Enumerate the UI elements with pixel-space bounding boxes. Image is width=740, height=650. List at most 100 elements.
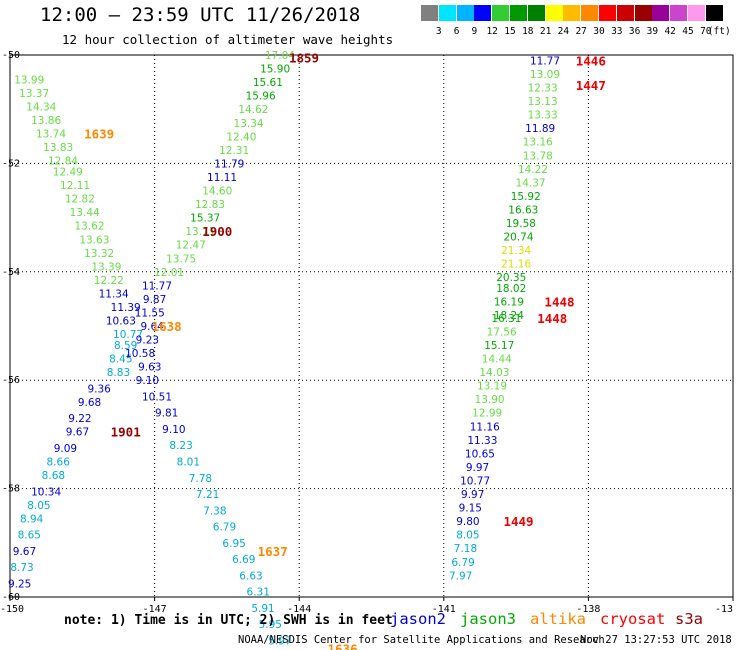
axis-layer: -150 -147 -144 -141 -138 -13 -50 -52 -54 -56 -58 -6… <box>0 50 734 615</box>
color-swatch <box>670 5 688 21</box>
wave-height-label: 5.95 <box>259 619 282 631</box>
wave-height-label: 10.34 <box>31 486 61 498</box>
time-label: 1447 <box>576 78 606 93</box>
page-title: 12:00 — 23:59 UTC 11/26/2018 <box>40 4 361 26</box>
wave-height-label: 18.02 <box>496 283 526 295</box>
wave-height-label: 11.77 <box>530 55 560 67</box>
wave-height-label: 9.15 <box>459 503 482 515</box>
wave-height-label: 8.65 <box>18 530 41 542</box>
wave-height-label: 15.17 <box>484 340 514 352</box>
wave-height-label: 13.83 <box>43 142 73 154</box>
x-tick-label: -138 <box>576 604 600 615</box>
wave-height-label: 13.44 <box>70 207 100 219</box>
time-label: 1449 <box>503 514 533 529</box>
color-swatch <box>492 5 510 21</box>
time-label: 1448 <box>537 311 567 326</box>
wave-height-label: 6.95 <box>222 538 245 550</box>
wave-height-label: 14.37 <box>516 177 546 189</box>
color-scale-label: 18 <box>522 26 534 37</box>
wave-height-label: 8.01 <box>177 457 200 469</box>
wave-height-label: 15.92 <box>511 191 541 203</box>
wave-height-label: 12.01 <box>154 267 184 279</box>
wave-height-label: 14.34 <box>26 101 56 113</box>
wave-height-label: 13.16 <box>523 137 553 149</box>
color-swatch <box>527 5 545 21</box>
wave-height-label: 19.58 <box>506 218 536 230</box>
y-tick-label: -56 <box>2 375 20 386</box>
wave-height-label: 15.96 <box>246 91 276 103</box>
satellite-legend-cryosat: cryosat <box>600 610 666 628</box>
wave-height-label: 12.82 <box>65 194 95 206</box>
color-scale-label: 70 <box>700 26 712 37</box>
wave-height-label: 13.19 <box>477 381 507 393</box>
wave-height-label: 14.03 <box>479 367 509 379</box>
wave-height-label: 12.83 <box>195 199 225 211</box>
color-scale-label: 9 <box>471 26 478 37</box>
color-scale-label: 36 <box>628 26 641 37</box>
wave-height-label: 9.25 <box>8 578 31 590</box>
wave-height-label: 6.79 <box>451 557 474 569</box>
wave-height-label: 9.81 <box>155 408 178 420</box>
x-tick-label: -141 <box>432 604 456 615</box>
color-swatch <box>474 5 492 21</box>
time-label: 1637 <box>258 544 288 559</box>
color-scale-label: 27 <box>575 26 587 37</box>
wave-height-label: 7.78 <box>189 473 212 485</box>
color-swatch <box>581 5 599 21</box>
y-tick-label: -54 <box>2 267 20 278</box>
wave-height-label: 15.61 <box>253 77 283 89</box>
wave-height-label: 16.63 <box>508 204 538 216</box>
color-scale-label: 6 <box>453 26 460 37</box>
color-scale-label: 39 <box>646 26 659 37</box>
wave-height-label: 13.39 <box>91 261 121 273</box>
wave-height-label: 9.63 <box>138 362 161 374</box>
wave-height-label: 18.24 <box>494 310 524 322</box>
wave-height-label: 14.22 <box>518 164 548 176</box>
wave-height-label: 12.47 <box>176 240 206 252</box>
color-scale-label: 24 <box>557 26 570 37</box>
time-label: 1638 <box>152 319 182 334</box>
wave-height-label: 8.23 <box>169 440 192 452</box>
wave-height-label: 8.59 <box>114 340 137 352</box>
color-swatch <box>688 5 705 21</box>
wave-height-label: 9.10 <box>162 424 185 436</box>
time-label: 1636 <box>328 641 358 650</box>
time-label: 1900 <box>202 224 232 239</box>
wave-height-label: 21.34 <box>501 245 531 257</box>
wave-height-label: 8.05 <box>456 530 479 542</box>
satellite-legend-altika: altika <box>530 610 586 628</box>
wave-height-label: 11.79 <box>214 158 244 170</box>
wave-height-label: 9.68 <box>78 397 101 409</box>
wave-height-label: 10.58 <box>125 348 155 360</box>
wave-height-label: 14.60 <box>202 186 232 198</box>
wave-height-label: 6.69 <box>232 554 255 566</box>
wave-height-label: 20.74 <box>503 232 533 244</box>
wave-height-label: 14.44 <box>482 354 512 366</box>
time-label: 1859 <box>289 51 319 66</box>
color-scale-label: 30 <box>593 26 605 37</box>
wave-height-label: 13.71 <box>185 226 215 238</box>
y-tick-label: -60 <box>2 592 20 603</box>
x-tick-label: -147 <box>143 604 167 615</box>
color-swatch <box>705 5 723 21</box>
wave-height-label: 12.40 <box>226 131 256 143</box>
color-swatch <box>545 5 563 21</box>
note-text: note: 1) Time is in UTC; 2) SWH is in fe… <box>64 613 393 628</box>
color-swatch <box>616 5 634 21</box>
color-scale-label: 33 <box>611 26 623 37</box>
time-label: 1448 <box>544 295 574 310</box>
time-label: 1446 <box>576 53 606 68</box>
color-scale-label: 15 <box>504 26 516 37</box>
color-scale-unit: (ft) <box>707 26 731 37</box>
wave-height-label: 13.99 <box>14 74 44 86</box>
x-tick-label: -150 <box>0 604 24 615</box>
wave-height-label: 9.64 <box>140 321 164 333</box>
color-swatch <box>421 5 438 21</box>
wave-height-label: 16.19 <box>494 297 524 309</box>
wave-height-label: 13.13 <box>528 96 558 108</box>
wave-height-label: 17.56 <box>487 326 517 338</box>
